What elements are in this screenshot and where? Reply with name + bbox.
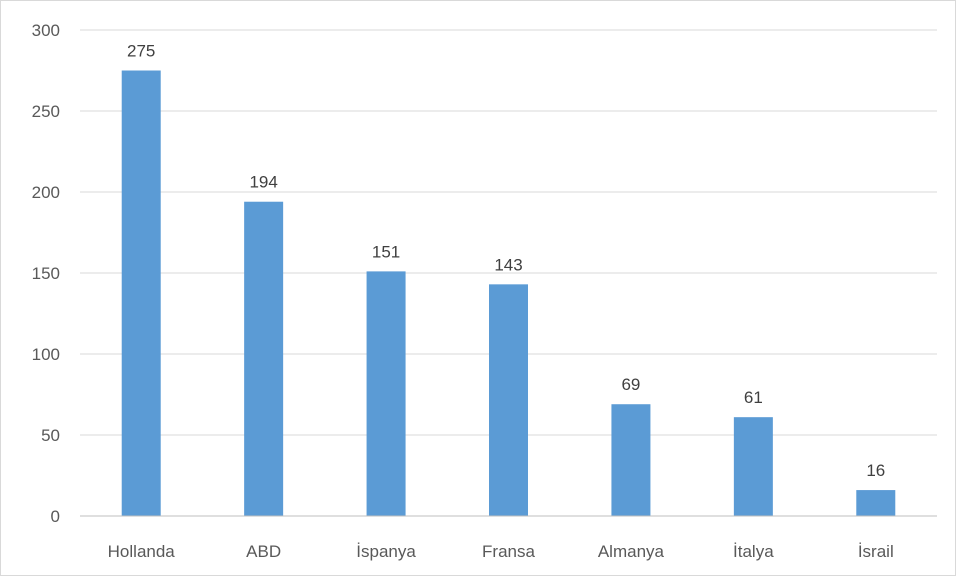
bar-6 (856, 490, 896, 516)
bar-2 (366, 271, 406, 516)
data-label-1: 194 (249, 173, 277, 192)
data-label-4: 69 (621, 375, 640, 394)
data-label-6: 16 (866, 461, 885, 480)
bar-5 (733, 417, 773, 516)
x-tick-label-2: İspanya (356, 542, 416, 561)
y-tick-label-300: 300 (32, 21, 60, 40)
y-tick-label-100: 100 (32, 345, 60, 364)
data-labels: 275 194 151 143 69 61 16 (127, 42, 885, 481)
data-label-3: 143 (494, 255, 522, 274)
y-tick-label-200: 200 (32, 183, 60, 202)
data-label-0: 275 (127, 42, 155, 61)
x-tick-label-4: Almanya (598, 542, 665, 561)
x-tick-label-5: İtalya (733, 542, 774, 561)
data-label-2: 151 (372, 242, 400, 261)
y-tick-label-150: 150 (32, 264, 60, 283)
x-tick-label-6: İsrail (858, 542, 894, 561)
y-tick-label-50: 50 (41, 426, 60, 445)
bar-4 (611, 404, 651, 516)
y-tick-label-0: 0 (51, 507, 60, 526)
bar-3 (489, 284, 528, 516)
bar-1 (244, 201, 284, 516)
bar-0 (121, 70, 161, 516)
x-axis-tick-labels: Hollanda ABD İspanya Fransa Almanya İtalya İsr… (108, 542, 894, 561)
gridlines (80, 29, 937, 436)
data-label-5: 61 (744, 388, 763, 407)
bars (121, 70, 896, 516)
x-tick-label-0: Hollanda (108, 542, 176, 561)
y-axis-tick-labels: 0 50 100 150 200 250 300 (32, 21, 60, 526)
x-tick-label-3: Fransa (482, 542, 535, 561)
x-tick-label-1: ABD (246, 542, 281, 561)
y-tick-label-250: 250 (32, 102, 60, 121)
